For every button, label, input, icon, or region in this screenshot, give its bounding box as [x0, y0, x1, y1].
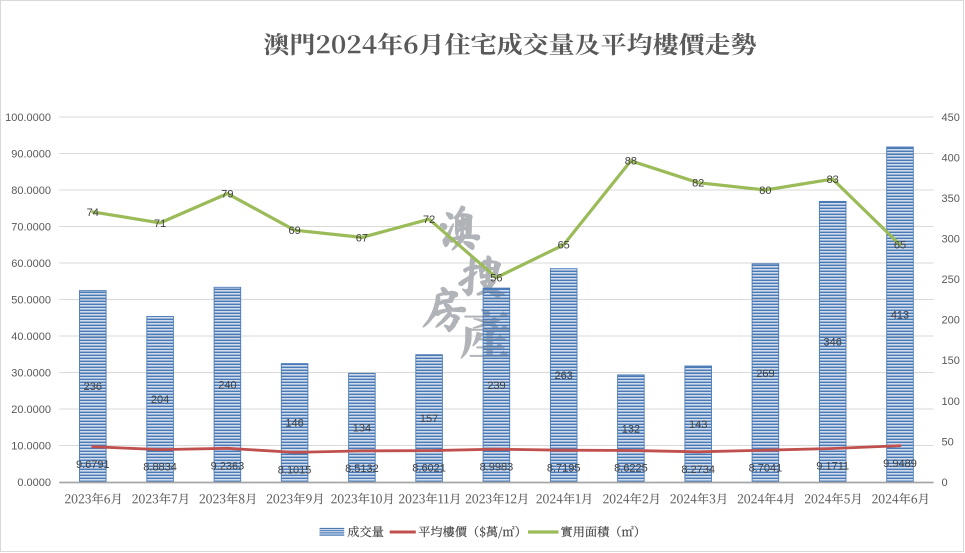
- svg-text:450: 450: [942, 112, 960, 124]
- svg-text:9.1711: 9.1711: [816, 461, 849, 473]
- svg-text:8.7195: 8.7195: [547, 462, 581, 474]
- svg-text:82: 82: [692, 178, 704, 190]
- svg-text:250: 250: [942, 274, 960, 286]
- svg-text:50: 50: [942, 436, 954, 448]
- svg-text:65: 65: [558, 240, 570, 252]
- svg-text:20.0000: 20.0000: [11, 404, 51, 416]
- svg-text:70.0000: 70.0000: [11, 221, 51, 233]
- svg-text:239: 239: [487, 380, 505, 392]
- svg-text:88: 88: [625, 156, 637, 168]
- svg-text:132: 132: [622, 423, 640, 435]
- svg-text:240: 240: [218, 380, 236, 392]
- svg-text:8.8834: 8.8834: [143, 462, 177, 474]
- svg-text:56: 56: [490, 273, 502, 285]
- svg-text:263: 263: [555, 370, 573, 382]
- svg-text:236: 236: [84, 381, 102, 393]
- svg-text:8.5132: 8.5132: [345, 463, 379, 475]
- svg-text:8.7041: 8.7041: [749, 462, 783, 474]
- svg-text:50.0000: 50.0000: [11, 294, 51, 306]
- svg-text:100.0000: 100.0000: [5, 112, 51, 124]
- svg-text:67: 67: [356, 232, 368, 244]
- svg-text:9.2363: 9.2363: [211, 460, 245, 472]
- svg-text:8.6225: 8.6225: [614, 463, 648, 475]
- svg-text:72: 72: [423, 214, 435, 226]
- svg-text:83: 83: [827, 174, 839, 186]
- svg-text:74: 74: [87, 207, 99, 219]
- svg-text:8.9983: 8.9983: [480, 461, 514, 473]
- svg-text:79: 79: [221, 189, 233, 201]
- svg-text:0.0000: 0.0000: [17, 477, 51, 489]
- svg-text:100: 100: [942, 396, 960, 408]
- svg-text:157: 157: [420, 413, 438, 425]
- svg-text:8.6021: 8.6021: [412, 463, 446, 475]
- svg-text:413: 413: [891, 309, 909, 321]
- svg-text:269: 269: [756, 368, 774, 380]
- svg-text:300: 300: [942, 234, 960, 246]
- svg-text:143: 143: [689, 419, 707, 431]
- svg-text:346: 346: [824, 337, 842, 349]
- svg-text:9.6791: 9.6791: [76, 459, 110, 471]
- svg-text:204: 204: [151, 394, 169, 406]
- svg-text:80: 80: [759, 185, 771, 197]
- svg-text:40.0000: 40.0000: [11, 331, 51, 343]
- svg-text:8.2734: 8.2734: [681, 464, 715, 476]
- svg-text:10.0000: 10.0000: [11, 440, 51, 452]
- svg-text:60.0000: 60.0000: [11, 258, 51, 270]
- svg-text:134: 134: [353, 423, 371, 435]
- svg-text:400: 400: [942, 153, 960, 165]
- svg-text:30.0000: 30.0000: [11, 367, 51, 379]
- svg-text:80.0000: 80.0000: [11, 185, 51, 197]
- svg-text:8.1015: 8.1015: [278, 465, 312, 477]
- svg-text:146: 146: [285, 418, 303, 430]
- svg-text:150: 150: [942, 355, 960, 367]
- svg-text:90.0000: 90.0000: [11, 148, 51, 160]
- svg-text:350: 350: [942, 193, 960, 205]
- svg-text:71: 71: [154, 218, 166, 230]
- svg-text:9.9489: 9.9489: [883, 458, 917, 470]
- svg-text:69: 69: [288, 225, 300, 237]
- svg-text:200: 200: [942, 315, 960, 327]
- svg-text:65: 65: [894, 240, 906, 252]
- svg-text:0: 0: [942, 477, 948, 489]
